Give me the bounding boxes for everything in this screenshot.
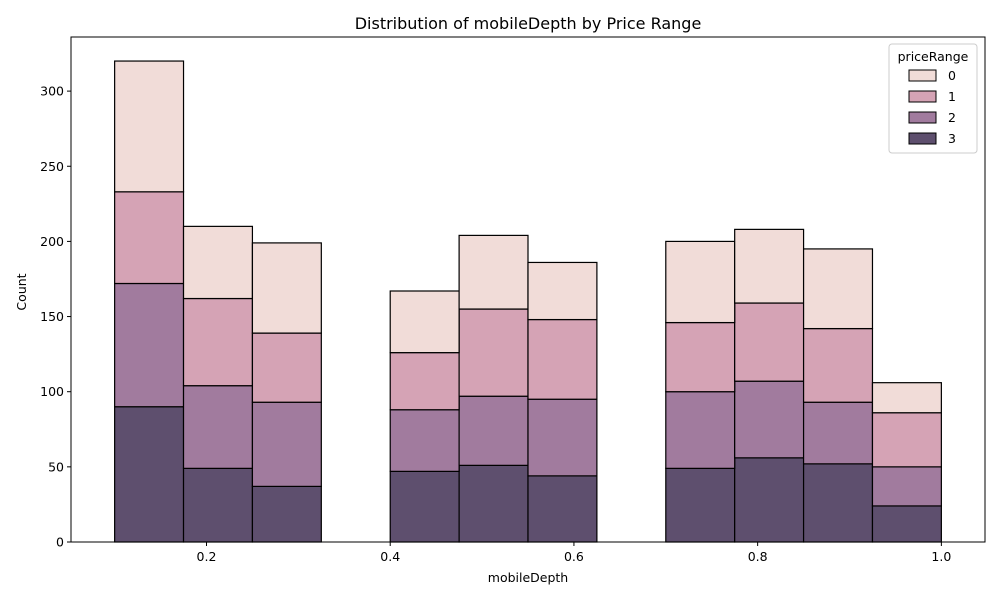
bar-0-bin-11 [871,382,942,414]
bar-1-bin-10 [802,327,874,403]
y-tick-label: 50 [48,459,64,474]
bar-2-bin-5 [458,395,529,466]
bar-2-bin-1 [182,385,254,469]
bar-1-bin-11 [871,412,942,468]
y-tick-label: 200 [40,234,64,249]
bar-2-bin-2 [251,401,322,487]
bar-1-bin-5 [458,308,529,397]
bar-1-bin-8 [665,321,736,393]
legend-label-2: 2 [948,110,956,125]
bar-0-bin-6 [527,261,598,321]
bar-1-bin-1 [182,297,254,387]
bar-2-bin-8 [665,391,736,469]
bar-0-bin-5 [458,234,529,310]
bar-2-bin-0 [114,282,185,408]
bar-3-bin-5 [458,464,529,543]
bar-1-bin-4 [389,352,460,411]
axes-group: 0.2 0.4 0.6 0.8 1.0 0 50 100 150 200 250 300 [40,36,986,564]
plot-frame [70,36,986,543]
bar-3-bin-2 [251,485,322,543]
legend-label-1: 1 [948,89,956,104]
x-axis-label: mobileDepth [488,570,568,585]
bar-3-bin-1 [182,467,254,543]
bar-0-bin-4 [389,290,460,354]
y-tick-label: 0 [56,535,64,550]
legend-label-0: 0 [948,68,956,83]
bar-0-bin-8 [665,240,736,324]
bar-3-bin-8 [665,467,736,543]
bar-1-bin-9 [734,302,805,382]
y-axis-label: Count [14,273,29,310]
bar-2-bin-10 [802,401,874,465]
legend-label-3: 3 [948,131,956,146]
bar-0-bin-9 [734,228,805,304]
bar-3-bin-10 [802,463,874,543]
bar-0-bin-10 [802,248,874,330]
x-tick-label: 0.8 [748,549,768,564]
bar-3-bin-9 [734,457,805,543]
x-tick-label: 0.2 [197,549,217,564]
bar-2-bin-4 [389,409,460,472]
bar-1-bin-2 [251,332,322,403]
bar-1-bin-0 [114,191,185,285]
chart-title: Distribution of mobileDepth by Price Ran… [355,14,702,33]
bar-3-bin-11 [871,505,942,543]
bar-3-bin-6 [527,475,598,543]
bar-0-bin-2 [251,242,322,334]
legend: priceRange 0 1 2 3 [888,43,978,154]
legend-swatch-1 [908,90,937,103]
y-tick-label: 100 [40,384,64,399]
bar-2-bin-9 [734,380,805,459]
x-tick-label: 0.4 [380,549,400,564]
bar-2-bin-11 [871,466,942,507]
legend-swatch-2 [908,111,937,124]
y-tick-label: 300 [40,84,64,99]
legend-title: priceRange [898,49,969,64]
y-tick-label: 250 [40,159,64,174]
bar-0-bin-1 [182,225,254,300]
legend-swatch-3 [908,132,937,145]
x-tick-label: 0.6 [564,549,584,564]
bar-2-bin-6 [527,398,598,477]
y-tick-label: 150 [40,309,64,324]
legend-swatch-0 [908,69,937,82]
x-tick-label: 1.0 [931,549,951,564]
bar-3-bin-0 [114,406,185,543]
bars-group [114,60,942,543]
bar-0-bin-0 [114,60,185,193]
bar-1-bin-6 [527,318,598,400]
bar-3-bin-4 [389,470,460,543]
